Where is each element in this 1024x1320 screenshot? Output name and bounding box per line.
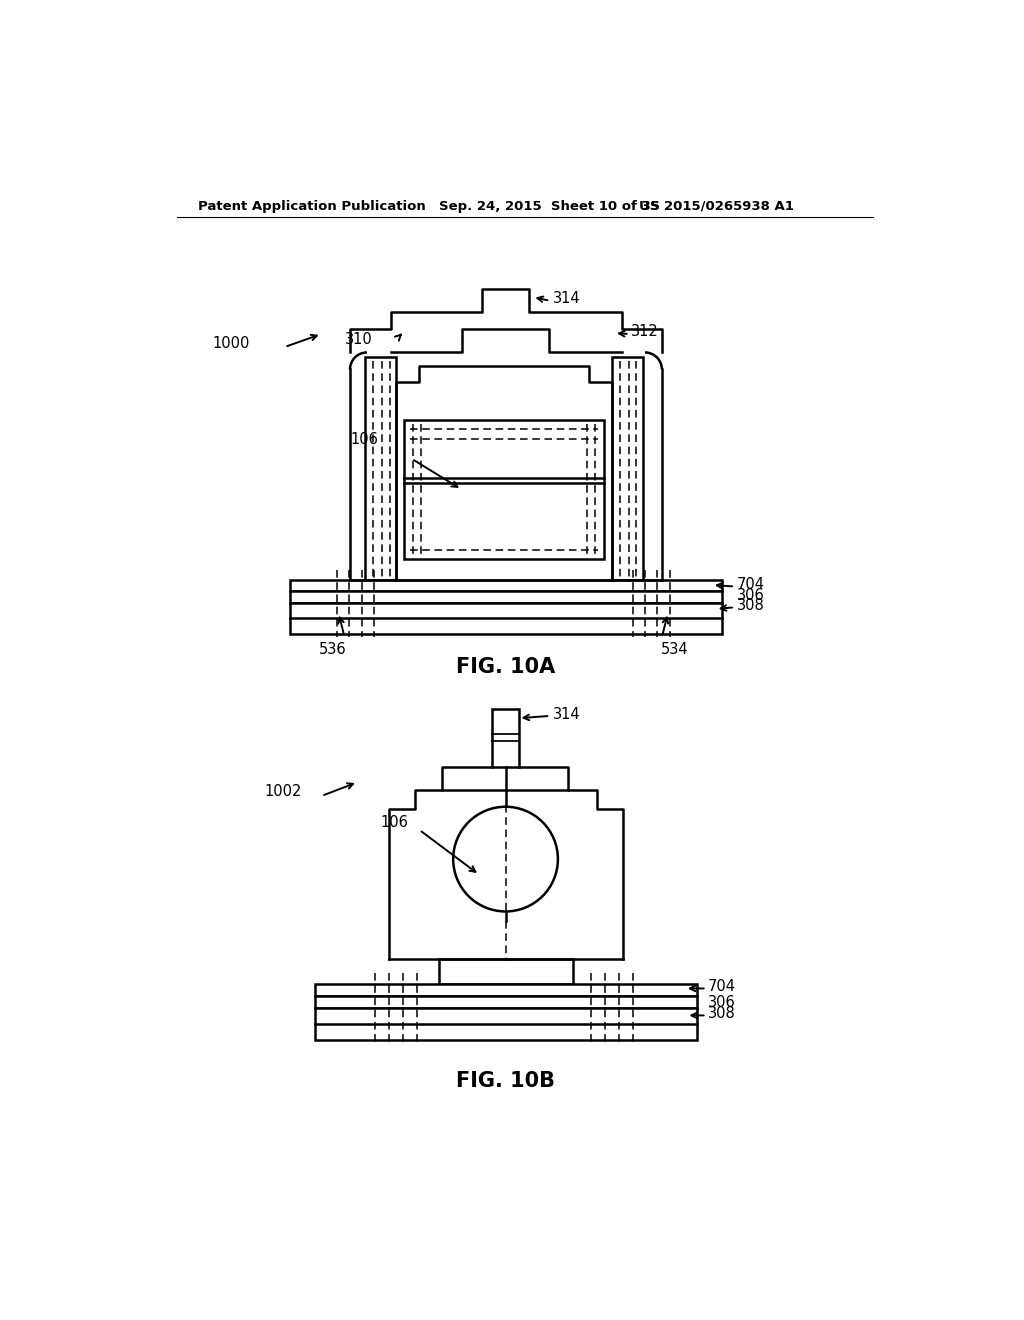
Bar [366,358,396,581]
Text: 536: 536 [318,642,346,657]
Text: 308: 308 [708,1006,736,1022]
Text: FIG. 10A: FIG. 10A [456,656,555,677]
Bar [403,420,604,558]
Bar [438,960,572,983]
Text: 310: 310 [345,331,373,347]
Text: Patent Application Publication: Patent Application Publication [199,199,426,213]
Bar [315,1007,696,1040]
Text: 1002: 1002 [264,784,301,799]
Text: 314: 314 [553,290,581,306]
Bar [290,581,722,591]
Bar [493,709,518,767]
Text: 306: 306 [708,995,736,1010]
Text: 704: 704 [708,979,736,994]
Text: 704: 704 [736,577,765,593]
Text: 106: 106 [350,432,378,447]
Text: 1000: 1000 [213,335,250,351]
Text: US 2015/0265938 A1: US 2015/0265938 A1 [639,199,794,213]
Text: Sep. 24, 2015  Sheet 10 of 35: Sep. 24, 2015 Sheet 10 of 35 [438,199,659,213]
Text: 314: 314 [553,706,581,722]
Text: 308: 308 [736,598,764,614]
Bar [611,358,643,581]
Text: 106: 106 [381,814,409,830]
Text: 306: 306 [736,589,764,603]
Bar [315,983,696,997]
Bar [290,603,722,635]
Text: 312: 312 [631,325,658,339]
Bar [290,591,722,603]
Text: 534: 534 [660,642,688,657]
Circle shape [454,807,558,911]
Bar [315,997,696,1007]
Text: FIG. 10B: FIG. 10B [456,1071,555,1090]
